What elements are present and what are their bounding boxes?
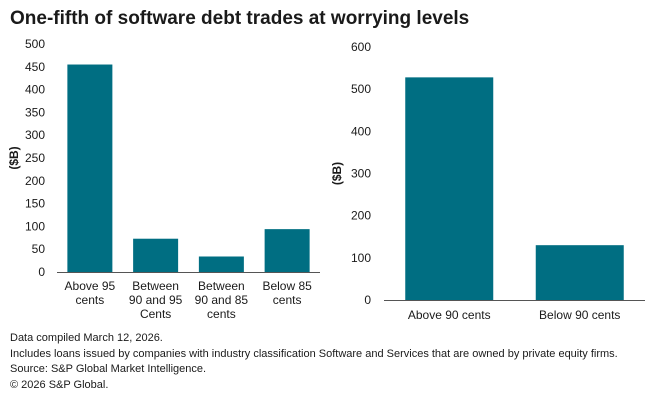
right-ytick-label-4: 400 <box>351 124 371 138</box>
right-category-label-0-line-0: Above 90 cents <box>408 308 491 322</box>
left-ytick-label-8: 400 <box>25 83 45 97</box>
left-category-label-2-line-2: cents <box>207 307 236 321</box>
left-category-label-0-line-0: Above 95 <box>65 279 116 293</box>
left-ytick-label-0: 0 <box>38 265 45 279</box>
left-bar-0 <box>67 64 113 273</box>
note-includes: Includes loans issued by companies with … <box>10 347 618 360</box>
left-category-label-1-line-1: 90 and 95 <box>129 293 183 307</box>
left-category-label-3-line-0: Below 85 <box>262 279 312 293</box>
right-ytick-label-3: 300 <box>351 167 371 181</box>
right-ytick-label-0: 0 <box>364 293 371 307</box>
note-source: Source: S&P Global Market Intelligence. <box>10 363 207 375</box>
left-bar-3 <box>264 229 310 272</box>
footnotes: Data compiled March 12, 2026. Includes l… <box>10 331 618 393</box>
left-ytick-label-4: 200 <box>25 174 45 188</box>
left-category-label-0: Above 95 cents <box>65 279 116 307</box>
left-bar-2 <box>198 256 244 272</box>
right-category-label-0: Above 90 cents <box>408 308 491 322</box>
left-category-label-2-line-1: 90 and 85 <box>195 293 249 307</box>
right-bar-0 <box>405 77 494 300</box>
note-copyright: © 2026 S&P Global. <box>10 378 109 391</box>
left-bar-1 <box>133 238 179 272</box>
left-ylabel: ($B) <box>7 146 21 169</box>
right-category-label-1: Below 90 cents <box>539 308 620 322</box>
right-ylabel: ($B) <box>330 162 344 185</box>
left-category-label-1: Between 90 and 95 Cents <box>129 279 183 321</box>
left-category-label-0-line-1: cents <box>76 293 105 307</box>
right-ytick-label-1: 100 <box>351 251 371 265</box>
left-ytick-label-2: 100 <box>25 219 45 233</box>
left-category-label-3: Below 85 cents <box>262 279 312 307</box>
left-ytick-label-6: 300 <box>25 128 45 142</box>
right-ytick-label-2: 200 <box>351 209 371 223</box>
left-category-label-1-line-0: Between <box>132 279 179 293</box>
left-category-label-2-line-0: Between <box>198 279 245 293</box>
left-category-label-3-line-1: cents <box>273 293 302 307</box>
chart-title: One-fifth of software debt trades at wor… <box>10 8 470 29</box>
left-ytick-label-7: 350 <box>25 105 45 119</box>
left-category-label-1-line-2: Cents <box>140 307 171 321</box>
left-ytick-label-1: 50 <box>32 242 46 256</box>
right-bar-1 <box>535 245 624 300</box>
left-ytick-label-10: 500 <box>25 37 45 51</box>
left-ytick-label-3: 150 <box>25 197 45 211</box>
right-ytick-label-5: 500 <box>351 82 371 96</box>
right-category-label-1-line-0: Below 90 cents <box>539 308 620 322</box>
left-ytick-label-5: 250 <box>25 151 45 165</box>
left-category-label-2: Between 90 and 85 cents <box>195 279 249 321</box>
right-ytick-label-6: 600 <box>351 40 371 54</box>
charts-area: 0 50 100 150 200 250 300 350 400 450 500 ($B) Above … <box>7 37 645 322</box>
left-ytick-label-9: 450 <box>25 60 45 74</box>
note-data-compiled: Data compiled March 12, 2026. <box>10 332 163 344</box>
